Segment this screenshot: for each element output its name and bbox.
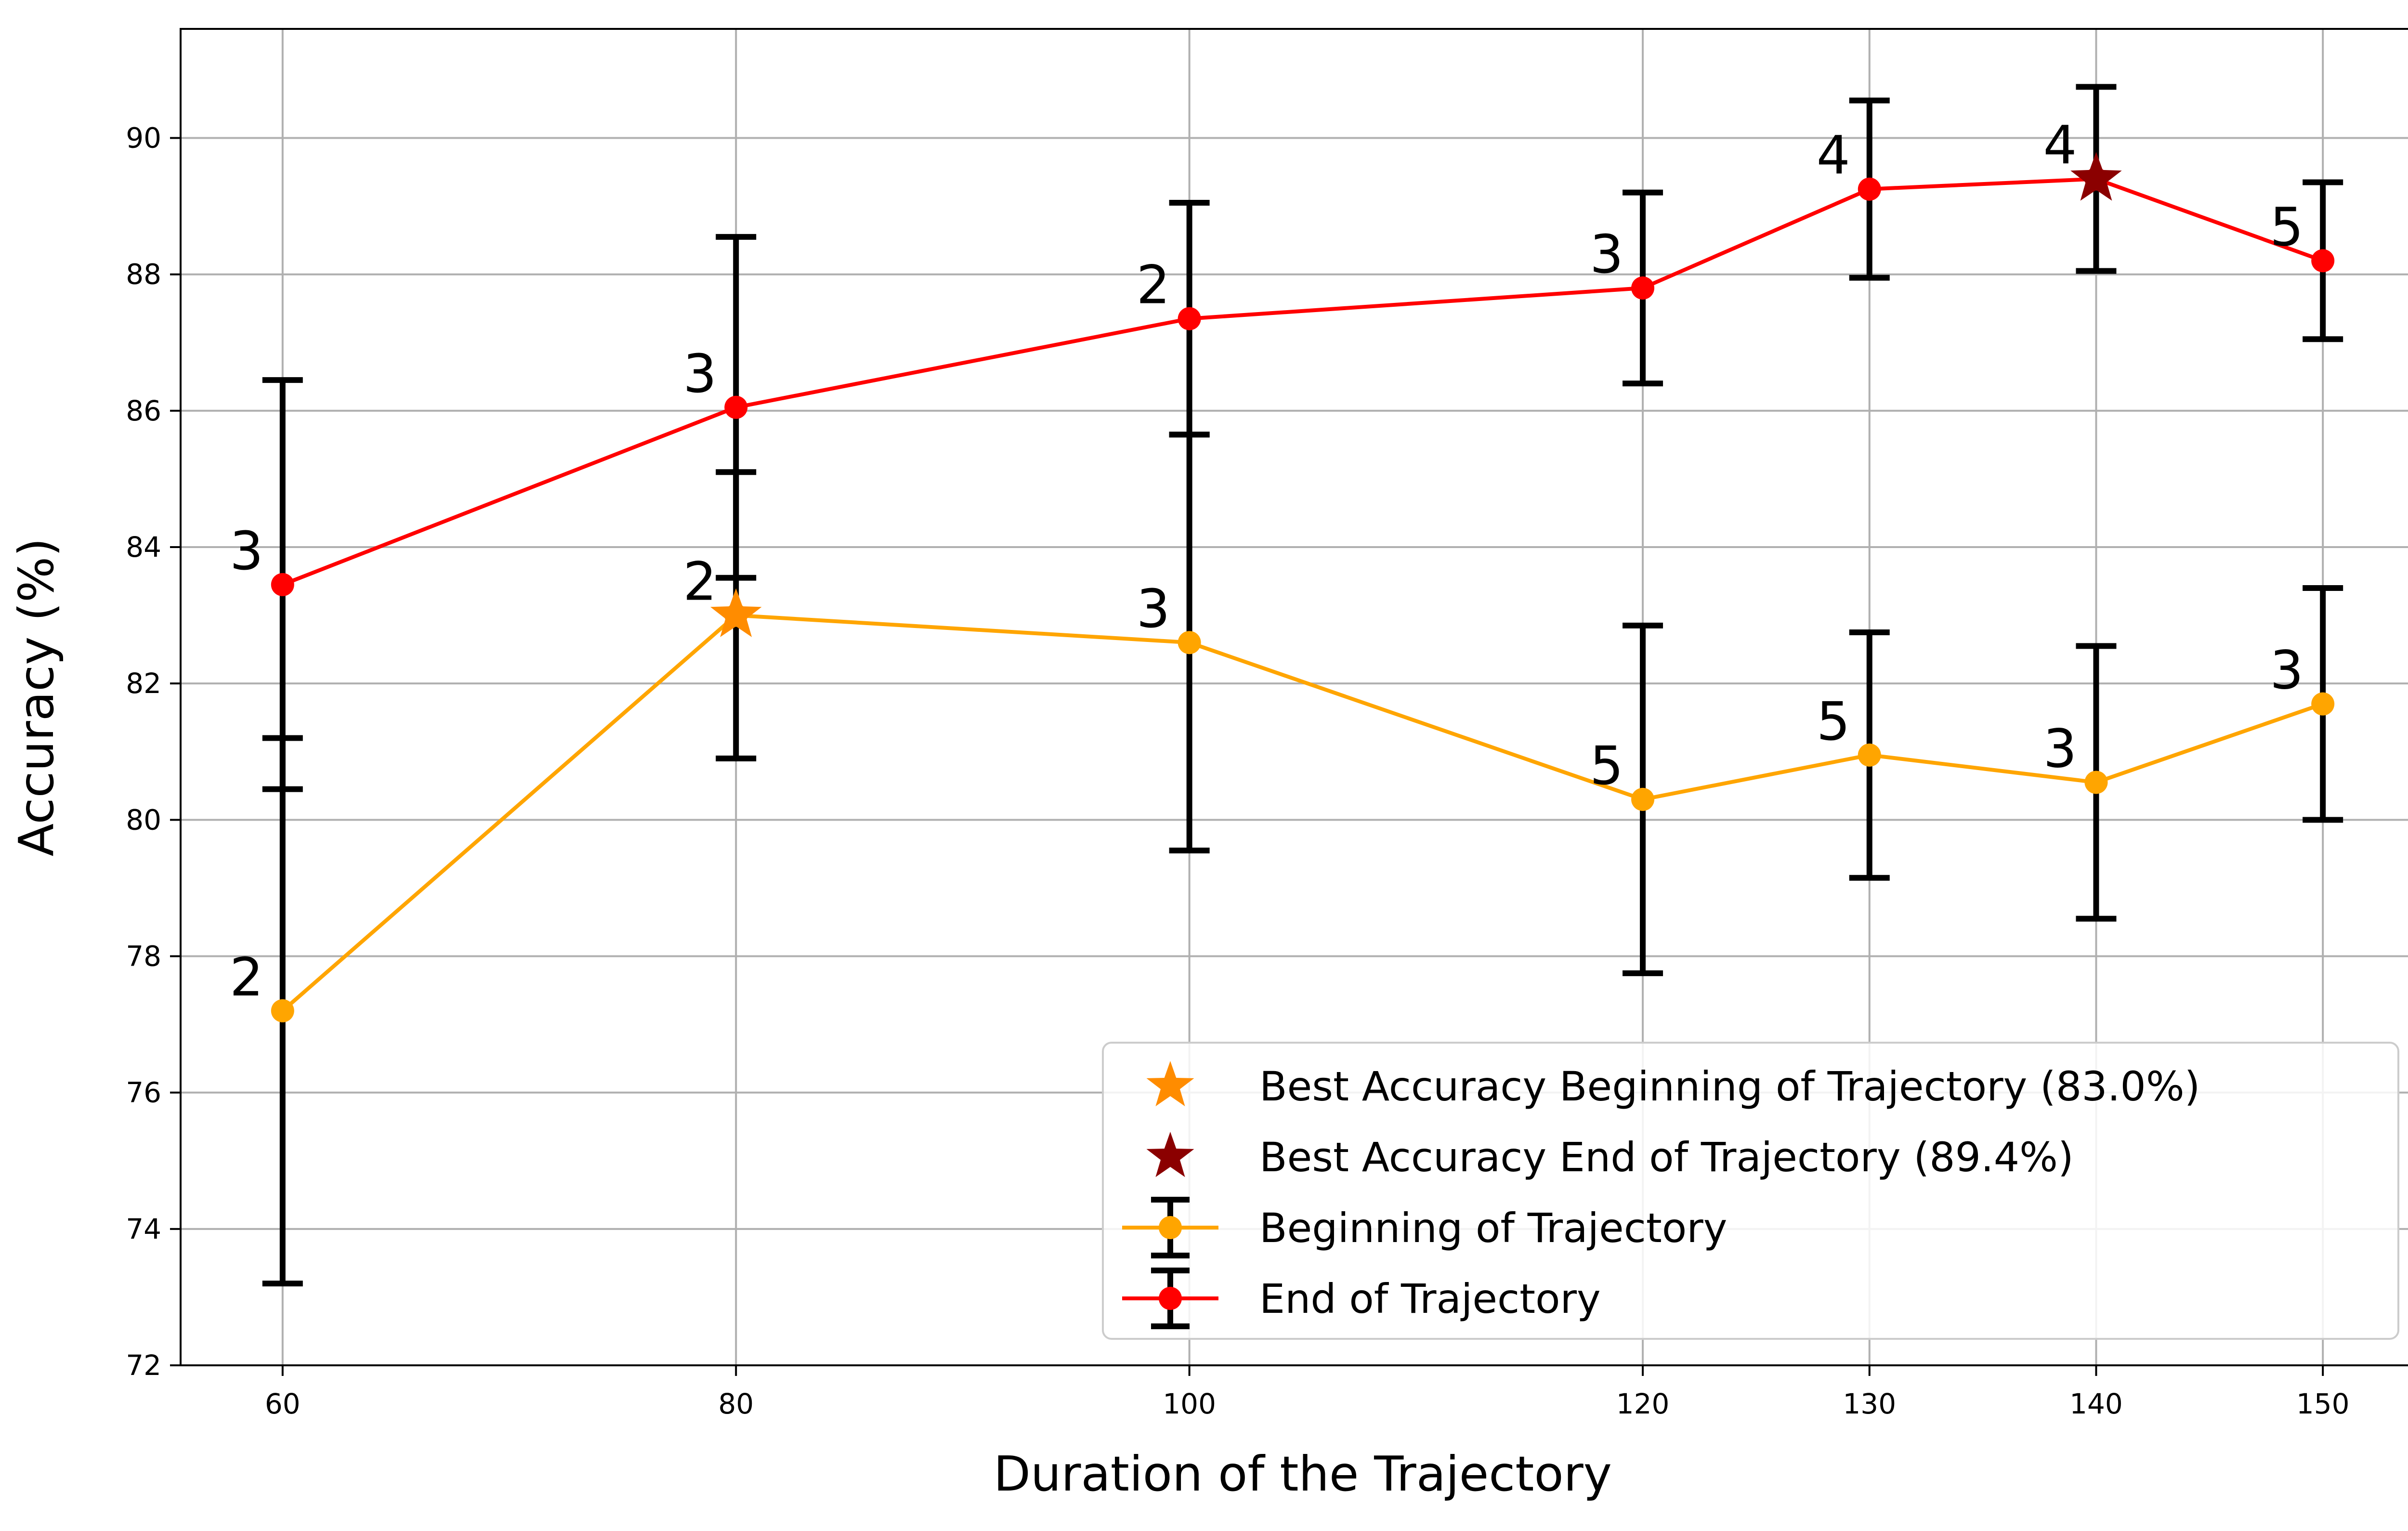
point-label-beginning: 3	[1137, 578, 1170, 640]
x-tick-label: 100	[1163, 1387, 1216, 1420]
legend-label-best-end: Best Accuracy End of Trajectory (89.4%)	[1259, 1134, 2074, 1181]
data-point-beginning	[1178, 631, 1201, 654]
x-tick-label: 60	[265, 1387, 301, 1420]
data-point-end	[1631, 276, 1655, 300]
legend-box	[1102, 1042, 2399, 1340]
point-label-beginning: 3	[2043, 718, 2077, 779]
legend-marker-end	[1159, 1287, 1182, 1310]
legend-symbol-best-beginning	[1146, 1061, 1194, 1107]
y-tick-label: 78	[126, 940, 161, 973]
best-point-best_end	[2070, 152, 2122, 201]
legend-marker-beginning	[1159, 1216, 1182, 1239]
x-tick-label: 140	[2069, 1387, 2123, 1420]
y-axis-title: Accuracy (%)	[8, 538, 65, 856]
point-label-beginning: 2	[230, 946, 263, 1008]
x-tick-label: 120	[1616, 1387, 1670, 1420]
y-tick-label: 88	[126, 258, 161, 291]
y-tick-label: 82	[126, 667, 161, 700]
point-label-beginning: 2	[683, 551, 717, 613]
x-tick-label: 130	[1843, 1387, 1896, 1420]
plot-frame	[180, 28, 2408, 1366]
x-tick-label: 80	[718, 1387, 754, 1420]
series-markers	[271, 152, 2335, 1022]
y-tick-label: 90	[126, 122, 161, 155]
point-label-end: 4	[2043, 114, 2077, 176]
data-point-beginning	[1631, 787, 1655, 811]
legend-label-end: End of Trajectory	[1259, 1275, 1601, 1322]
y-tick-label: 76	[126, 1076, 161, 1109]
best-point-best_beginning	[710, 588, 762, 637]
y-tick-label: 84	[126, 531, 161, 563]
point-label-beginning: 5	[1590, 735, 1623, 797]
data-point-end	[2311, 249, 2335, 273]
point-label-end: 5	[2270, 196, 2303, 258]
y-tick-label: 72	[126, 1349, 161, 1382]
point-labels: 2 2 3 5 5 3 3 3 3 2 3 4 4 5	[230, 114, 2303, 1008]
point-label-end: 2	[1137, 254, 1170, 316]
data-point-beginning	[2311, 692, 2335, 716]
point-label-beginning: 3	[2270, 640, 2303, 701]
point-label-end: 3	[683, 343, 717, 405]
data-point-end	[271, 573, 294, 596]
y-tick-label: 80	[126, 803, 161, 836]
point-label-end: 4	[1817, 125, 1850, 186]
data-point-end	[1178, 307, 1201, 330]
point-label-end: 3	[1590, 223, 1623, 285]
legend-label-best-beginning: Best Accuracy Beginning of Trajectory (8…	[1259, 1063, 2200, 1110]
point-label-end: 3	[230, 520, 263, 582]
legend-symbol-best-end	[1146, 1132, 1194, 1178]
y-tick-label: 74	[126, 1213, 161, 1245]
legend-label-beginning: Beginning of Trajectory	[1259, 1204, 1727, 1252]
point-label-beginning: 5	[1817, 691, 1850, 752]
data-point-beginning	[2084, 771, 2108, 794]
x-tick-label: 150	[2296, 1387, 2350, 1420]
x-axis-title: Duration of the Trajectory	[994, 1446, 1612, 1502]
data-point-end	[1858, 177, 1881, 201]
data-point-end	[724, 395, 748, 419]
axis-ticks: 60 80 100 120 130 140 150 72 74 76 78 80 82 84 86 88 90	[126, 122, 2349, 1420]
y-tick-label: 86	[126, 394, 161, 427]
data-point-beginning	[1858, 743, 1881, 767]
data-point-beginning	[271, 999, 294, 1022]
legend: Best Accuracy Beginning of Trajectory (8…	[1102, 1042, 2399, 1340]
